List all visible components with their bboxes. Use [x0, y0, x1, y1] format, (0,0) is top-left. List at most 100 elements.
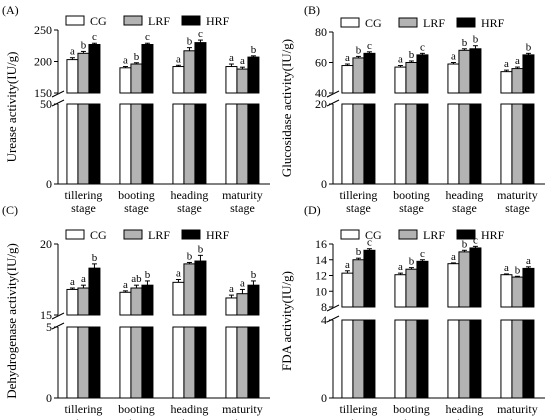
- bar-hrf-upper: [363, 249, 376, 308]
- bar-hrf-upper: [363, 52, 376, 94]
- panel-label: (A): [2, 3, 19, 17]
- bar-cg-lower: [394, 319, 407, 399]
- x-tick-label-line: heading: [445, 188, 483, 202]
- x-tick-label-line: maturity: [222, 402, 263, 416]
- bar-cg-lower: [66, 326, 79, 399]
- significance-letter: c: [198, 28, 203, 40]
- x-tick-label-line: tillering: [339, 402, 377, 416]
- significance-letter: b: [145, 269, 151, 281]
- bar-hrf-upper: [522, 267, 535, 308]
- x-tick-label-line: booting: [118, 402, 155, 416]
- significance-letter: c: [367, 237, 372, 249]
- significance-letter: a: [451, 51, 456, 63]
- bar-cg-lower: [172, 326, 185, 399]
- legend-swatch-cg: [65, 15, 85, 26]
- bar-cg-lower: [500, 319, 513, 399]
- y-tick-label: 14: [315, 253, 327, 267]
- axis-break-slash: [51, 90, 65, 98]
- bar-cg-lower: [341, 103, 354, 185]
- bar-lrf-lower: [511, 103, 524, 185]
- x-tick-label-line: stage: [346, 201, 371, 215]
- y-axis-label: FDA activity(IU/g): [279, 271, 294, 371]
- x-tick-label-line: tillering: [64, 402, 102, 416]
- bar-cg-upper: [394, 274, 407, 308]
- bar-cg-lower: [447, 103, 460, 185]
- significance-letter: b: [198, 243, 204, 255]
- bar-cg-upper: [172, 66, 185, 94]
- bar-hrf-lower: [88, 326, 101, 399]
- significance-letter: b: [356, 44, 362, 56]
- bar-hrf-lower: [363, 103, 376, 185]
- x-tick-label-line: stage: [230, 201, 255, 215]
- axis-break-gap: [59, 94, 270, 103]
- bar-hrf-upper: [469, 247, 482, 308]
- bar-lrf-lower: [183, 326, 196, 399]
- significance-letter: a: [123, 279, 128, 291]
- significance-letter: a: [240, 55, 245, 67]
- bar-hrf-lower: [194, 103, 207, 185]
- bar-lrf-upper: [183, 50, 196, 94]
- x-tick-label-line: maturity: [497, 402, 538, 416]
- legend-swatch-hrf: [456, 17, 476, 28]
- bar-hrf-lower: [469, 103, 482, 185]
- bar-hrf-lower: [416, 103, 429, 185]
- significance-letter: a: [70, 276, 75, 288]
- legend-swatch-lrf: [123, 229, 143, 240]
- bar-hrf-lower: [522, 319, 535, 399]
- x-tick-label-line: heading: [445, 402, 483, 416]
- bar-cg-upper: [447, 263, 460, 308]
- significance-letter: c: [367, 40, 372, 52]
- y-tick-label: 5: [46, 320, 52, 334]
- bar-hrf-lower: [247, 326, 260, 399]
- bar-cg-upper: [172, 281, 185, 316]
- legend-label: HRF: [206, 14, 230, 28]
- chart-panel: (A)Urease activity(IU/g) 150200250050abct…: [2, 3, 270, 215]
- bar-lrf-lower: [77, 326, 90, 399]
- legend-label: CG: [365, 16, 382, 30]
- bar-cg-lower: [394, 103, 407, 185]
- bar-hrf-upper: [141, 284, 154, 316]
- bar-lrf-lower: [405, 103, 418, 185]
- bar-hrf-lower: [469, 319, 482, 399]
- bar-hrf-upper: [416, 260, 429, 308]
- y-tick-label: 200: [34, 55, 52, 69]
- bar-lrf-lower: [458, 103, 471, 185]
- bar-cg-upper: [500, 71, 513, 94]
- legend-label: CG: [90, 14, 107, 28]
- legend-label: CG: [90, 228, 107, 242]
- bar-cg-lower: [66, 103, 79, 185]
- bar-hrf-upper: [88, 267, 101, 316]
- bar-hrf-lower: [88, 103, 101, 185]
- significance-letter: c: [420, 248, 425, 260]
- axis-break-slash: [51, 99, 65, 107]
- bar-hrf-lower: [416, 319, 429, 399]
- x-tick-label-line: stage: [399, 415, 424, 420]
- y-tick-label: 0: [46, 391, 52, 405]
- bar-lrf-lower: [77, 103, 90, 185]
- x-tick-label-line: tillering: [339, 188, 377, 202]
- y-tick-label: 8: [321, 300, 327, 314]
- bar-lrf-lower: [458, 319, 471, 399]
- y-tick-label: 250: [34, 23, 52, 37]
- bar-hrf-upper: [194, 260, 207, 316]
- bar-lrf-lower: [130, 326, 143, 399]
- axis-break-slash: [51, 322, 65, 330]
- bar-lrf-lower: [352, 319, 365, 399]
- x-tick-label-line: stage: [124, 415, 149, 420]
- x-tick-label-line: heading: [170, 188, 208, 202]
- y-tick-label: 0: [321, 177, 327, 191]
- bar-lrf-lower: [236, 103, 249, 185]
- legend-swatch-lrf: [123, 15, 143, 26]
- bar-cg-upper: [394, 66, 407, 94]
- x-tick-label-line: stage: [399, 201, 424, 215]
- x-tick-label-line: heading: [170, 402, 208, 416]
- x-tick-label-line: stage: [505, 201, 530, 215]
- bar-lrf-upper: [130, 287, 143, 316]
- bar-lrf-lower: [352, 103, 365, 185]
